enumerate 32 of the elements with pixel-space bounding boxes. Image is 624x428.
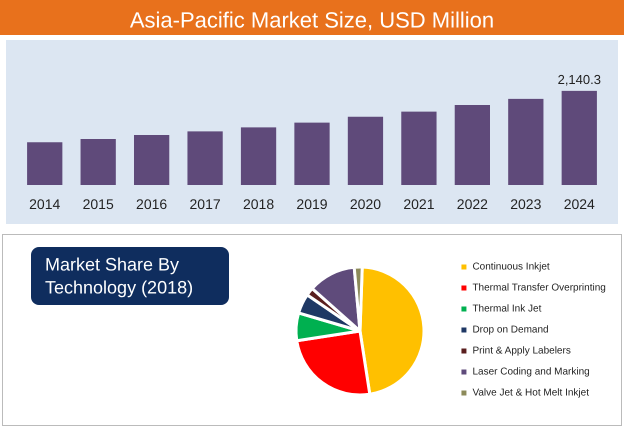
x-tick-label: 2015 [82, 196, 114, 212]
x-tick-label: 2024 [564, 196, 596, 212]
bar [562, 90, 597, 185]
x-tick-label: 2019 [296, 196, 328, 212]
bar [240, 127, 276, 185]
bar [294, 122, 330, 185]
bar [187, 131, 223, 185]
bar [401, 112, 437, 185]
x-tick-label: 2018 [242, 196, 274, 212]
legend-label: Thermal Ink Jet [472, 304, 542, 314]
bar [348, 116, 384, 185]
legend-label: Print & Apply Labelers [472, 346, 571, 356]
legend-label: Laser Coding and Marking [472, 366, 590, 378]
legend-label: Valve Jet & Hot Melt Inkjet [472, 388, 590, 398]
x-tick-label: 2020 [350, 196, 382, 212]
data-label: 2,140.3 [558, 72, 601, 87]
x-tick-label: 2021 [403, 196, 435, 212]
text: Market Share By Technology (2018) [45, 254, 194, 298]
x-tick-label: 2014 [29, 196, 61, 212]
chart-title: Asia-Pacific Market Size, USD Million [130, 8, 494, 32]
legend-label: Thermal Transfer Overprinting [472, 282, 606, 294]
bar [454, 105, 490, 185]
x-tick-label: 2016 [136, 196, 168, 212]
bar [508, 98, 544, 185]
x-tick-label: 2023 [510, 196, 542, 212]
x-tick-label: 2017 [190, 196, 221, 212]
bar [27, 142, 62, 185]
x-tick-label: 2022 [456, 196, 488, 212]
legend-label: Drop on Demand [472, 324, 549, 336]
bar [80, 139, 116, 185]
legend-label: Continuous Inkjet [472, 262, 550, 272]
bar [134, 134, 170, 185]
